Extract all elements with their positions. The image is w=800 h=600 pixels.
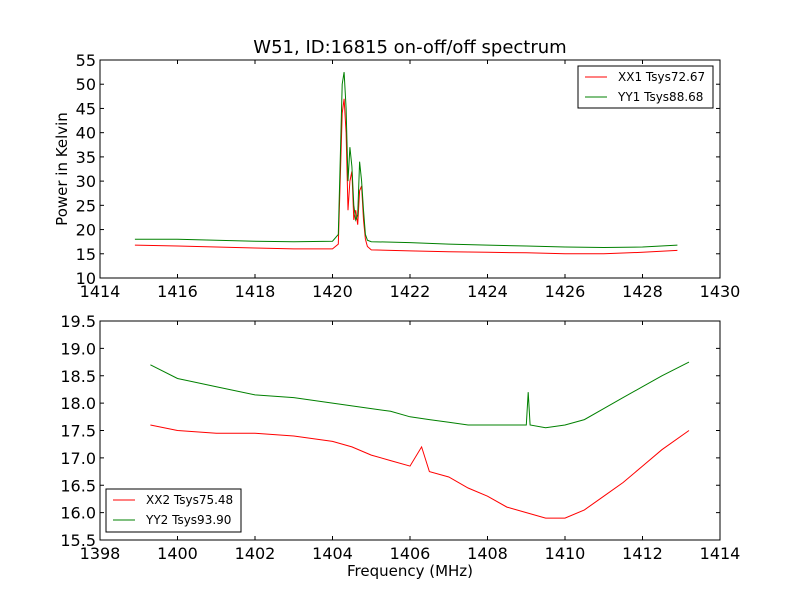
y-tick-label: 20 (76, 221, 96, 240)
x-axis-label: Frequency (MHz) (347, 562, 473, 580)
y-tick-label: 30 (76, 172, 96, 191)
x-tick-label: 1430 (700, 282, 741, 301)
x-tick-label: 1428 (622, 282, 663, 301)
y-tick-label: 15.5 (60, 531, 96, 550)
y-tick-label: 17.0 (60, 449, 96, 468)
y-tick-label: 35 (76, 148, 96, 167)
legend-box (577, 65, 714, 109)
series-line-xx2 (150, 424, 690, 519)
y-tick-label: 19.5 (60, 312, 96, 331)
y-tick-label: 55 (76, 51, 96, 70)
x-tick-label: 1416 (157, 282, 198, 301)
x-tick-label: 1398 (80, 544, 121, 563)
series-line-yy1 (134, 72, 678, 249)
legend: XX1 Tsys72.67 YY1 Tsys88.68 (577, 65, 714, 109)
y-tick-label: 19.0 (60, 339, 96, 358)
y-tick-label: 10 (76, 269, 96, 288)
y-tick-label: 18.0 (60, 394, 96, 413)
x-tick-label: 1426 (545, 282, 586, 301)
bottom-panel: 1398 1400 1402 1404 1406 1408 1410 1412 1414 15.5… (60, 312, 740, 580)
x-tick-label: 1422 (390, 282, 431, 301)
x-tick-label: 1402 (235, 544, 276, 563)
x-tick-label: 1414 (700, 544, 741, 563)
x-tick-label: 1406 (390, 544, 431, 563)
y-tick-label: 15 (76, 245, 96, 264)
y-tick-label: 40 (76, 124, 96, 143)
y-tick-label: 45 (76, 99, 96, 118)
x-tick-label: 1420 (312, 282, 353, 301)
x-tick-label: 1404 (312, 544, 353, 563)
y-tick-label: 50 (76, 75, 96, 94)
x-tick-label: 1418 (235, 282, 276, 301)
legend-entry: XX2 Tsys75.48 (146, 493, 233, 507)
y-tick-label: 16.0 (60, 504, 96, 523)
series-line-xx1 (134, 98, 678, 255)
y-tick-label: 18.5 (60, 367, 96, 386)
legend-entry: XX1 Tsys72.67 (618, 70, 705, 84)
y-tick-label: 17.5 (60, 422, 96, 441)
chart-title: W51, ID:16815 on-off/off spectrum (253, 37, 566, 58)
legend-entry: YY1 Tsys88.68 (617, 90, 703, 104)
x-tick-label: 1414 (80, 282, 121, 301)
series-line-yy2 (150, 361, 690, 429)
y-tick-label: 16.5 (60, 476, 96, 495)
legend-entry: YY2 Tsys93.90 (145, 513, 231, 527)
top-panel: 1414 1416 1418 1420 1422 1424 1426 1428 1430 10 15… (53, 51, 740, 301)
x-tick-label: 1424 (467, 282, 508, 301)
x-tick-label: 1400 (157, 544, 198, 563)
x-tick-label: 1410 (545, 544, 586, 563)
legend-box (105, 488, 242, 533)
x-tick-label: 1408 (467, 544, 508, 563)
legend: XX2 Tsys75.48 YY2 Tsys93.90 (105, 488, 242, 533)
y-axis-label: Power in Kelvin (53, 112, 71, 226)
y-tick-label: 25 (76, 196, 96, 215)
x-tick-label: 1412 (622, 544, 663, 563)
